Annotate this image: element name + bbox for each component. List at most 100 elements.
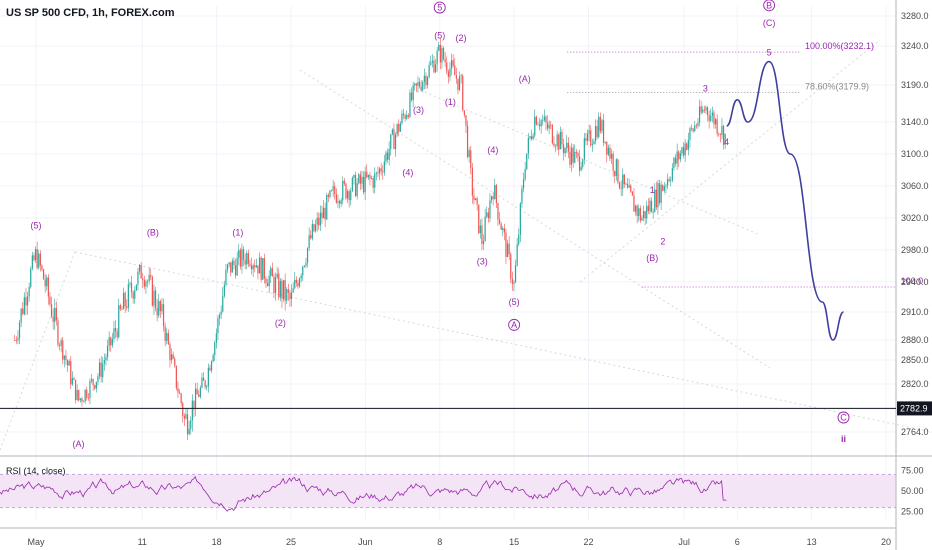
candle-body: [590, 130, 592, 146]
x-tick-label: 20: [881, 537, 891, 547]
candle-body: [370, 178, 373, 179]
candle-body: [14, 340, 16, 341]
wave-label: (4): [487, 145, 498, 155]
candle-body: [484, 216, 486, 241]
x-tick-label: 25: [286, 537, 296, 547]
candle-body: [258, 257, 261, 274]
candle-body: [254, 265, 256, 268]
candle-body: [252, 265, 254, 270]
candle-body: [497, 203, 499, 220]
candle-body: [98, 362, 101, 377]
candle-body: [657, 183, 659, 208]
candle-body: [415, 83, 417, 86]
candle-body: [545, 116, 547, 123]
candle-body: [265, 278, 267, 284]
wave-label: (1): [232, 228, 243, 238]
candle-body: [447, 71, 449, 77]
candle-body: [236, 257, 238, 276]
candle-body: [50, 304, 53, 317]
candle-body: [142, 278, 144, 280]
candle-body: [54, 307, 56, 322]
candle-body: [210, 361, 213, 371]
candle-body: [668, 179, 670, 181]
candle-body: [314, 224, 317, 232]
candle-body: [241, 249, 243, 267]
candle-body: [439, 44, 441, 63]
candle-body: [654, 189, 656, 212]
candle-body: [462, 75, 464, 111]
candle-body: [279, 280, 281, 298]
candle-body: [87, 397, 89, 399]
candle-body: [428, 64, 430, 77]
trend-line: [0, 251, 76, 451]
candle-body: [369, 174, 371, 179]
candle-body: [716, 119, 718, 134]
candle-body: [470, 150, 472, 168]
candle-body: [150, 275, 152, 277]
candle-body: [36, 249, 38, 268]
candle-body: [153, 290, 155, 306]
candle-body: [79, 398, 81, 401]
candle-body: [615, 159, 617, 177]
candle-body: [623, 174, 625, 185]
candle-body: [41, 265, 43, 270]
candle-body: [151, 276, 153, 306]
wave-label: (4): [402, 168, 413, 178]
candle-body: [292, 288, 294, 293]
candle-body: [610, 153, 613, 159]
wave-label: (3): [477, 256, 488, 266]
candle-body: [386, 152, 389, 160]
candle-body: [473, 195, 475, 201]
candle-body: [638, 208, 640, 216]
candle-body: [666, 179, 669, 186]
y-tick-label: 3280.0: [901, 11, 929, 21]
candle-body: [438, 44, 440, 51]
candle-body: [426, 76, 429, 86]
candle-body: [362, 176, 365, 193]
candle-body: [260, 257, 262, 280]
candle-body: [95, 381, 97, 389]
candle-body: [97, 376, 99, 382]
candle-body: [550, 124, 552, 126]
candle-body: [177, 388, 179, 393]
candle-body: [511, 278, 513, 284]
candle-body: [607, 147, 609, 155]
rsi-title: RSI (14, close): [6, 466, 66, 476]
candle-body: [358, 174, 360, 184]
candle-body: [196, 388, 198, 395]
candle-body: [502, 228, 504, 230]
current-price-label: 2782.9: [900, 403, 928, 413]
fib-label: 100.0: [901, 276, 924, 286]
candle-body: [204, 380, 206, 388]
candle-body: [364, 171, 366, 193]
candle-body: [26, 296, 29, 306]
candle-body: [138, 264, 141, 272]
candle-body: [402, 113, 405, 116]
candle-body: [574, 151, 576, 163]
x-tick-label: 15: [509, 537, 519, 547]
candle-body: [681, 147, 683, 154]
candle-body: [129, 283, 131, 285]
candle-body: [174, 358, 176, 366]
candle-body: [689, 128, 691, 140]
candle-body: [47, 277, 49, 297]
wave-label: (1): [445, 97, 456, 107]
candle-body: [57, 320, 59, 345]
candle-body: [468, 150, 470, 157]
projected-wave-line: [726, 60, 844, 341]
candle-body: [596, 126, 598, 138]
price-candles: [14, 38, 726, 441]
candle-body: [319, 212, 321, 226]
candle-body: [396, 124, 398, 135]
candle-body: [42, 269, 45, 280]
candle-body: [697, 122, 699, 126]
candle-body: [255, 265, 257, 268]
candle-body: [34, 249, 37, 261]
candle-body: [631, 191, 633, 196]
candle-body: [76, 389, 78, 401]
candle-body: [705, 107, 707, 111]
candle-body: [585, 138, 587, 141]
candle-body: [297, 282, 299, 287]
